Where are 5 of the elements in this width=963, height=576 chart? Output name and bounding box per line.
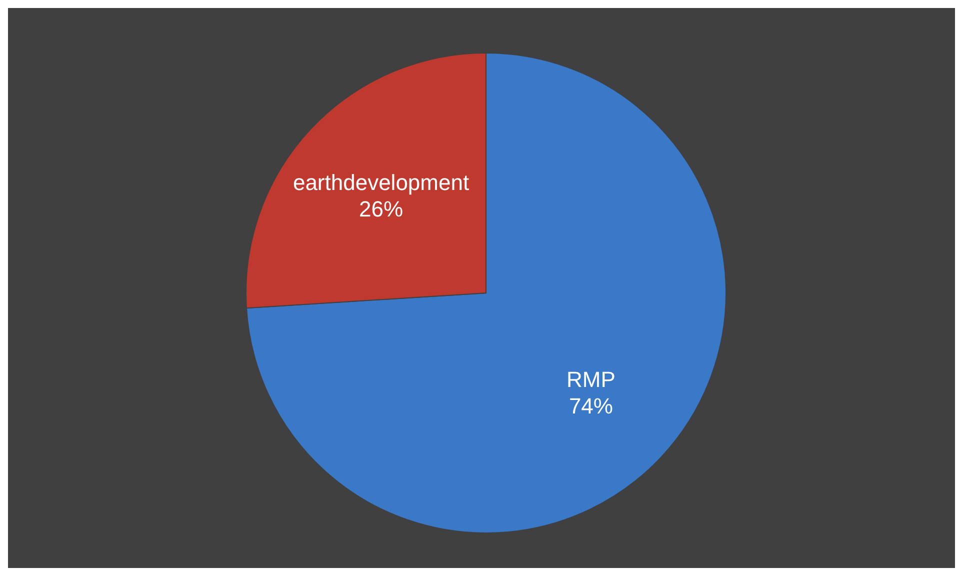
pie-slice xyxy=(246,52,726,534)
data-label: 74% xyxy=(568,394,613,419)
slice-label: earthdevelopment xyxy=(292,170,470,196)
slice-label: RMP xyxy=(566,367,616,392)
data-label: 26% xyxy=(359,196,404,222)
